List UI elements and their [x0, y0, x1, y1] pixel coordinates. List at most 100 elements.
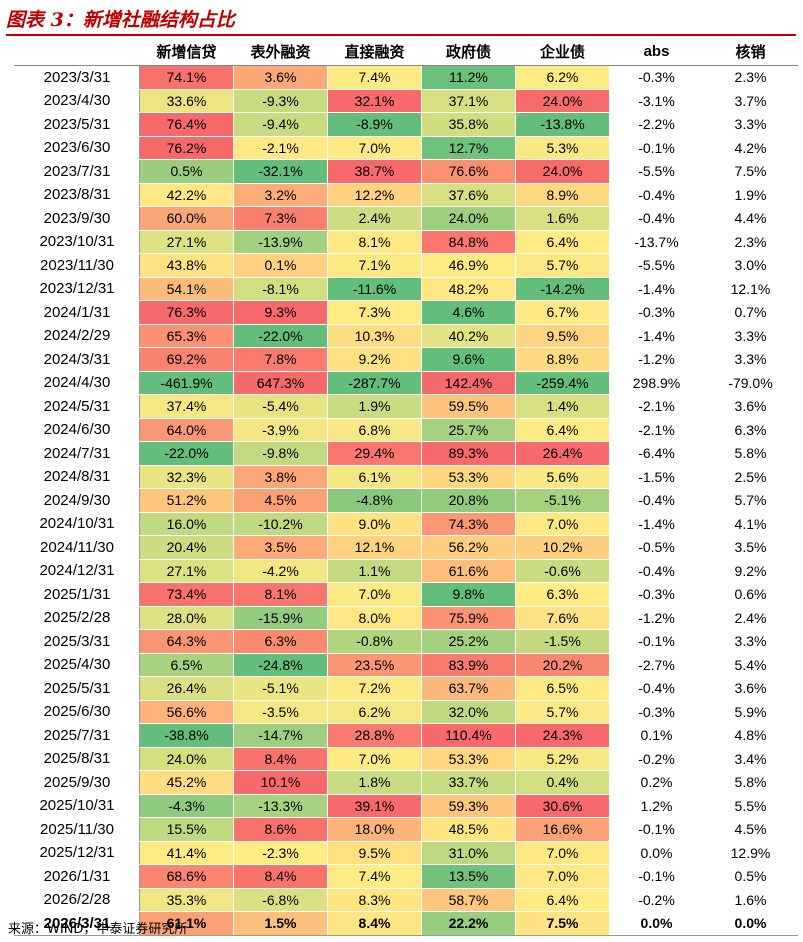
- cell-0: 64.0%: [139, 417, 234, 442]
- cell-0: 35.3%: [139, 887, 234, 912]
- cell-6: 2.3%: [703, 229, 798, 254]
- cell-4: 7.0%: [515, 864, 610, 889]
- cell-5: -2.2%: [609, 112, 704, 137]
- cell-4: 24.3%: [515, 723, 610, 748]
- cell-6: 12.1%: [703, 276, 798, 301]
- row-date: 2023/6/30: [14, 135, 140, 160]
- header-col-3: 政府债: [421, 36, 516, 66]
- table-row: 2023/11/30 43.8% 0.1% 7.1% 46.9% 5.7% -5.5% 3.0…: [14, 253, 798, 278]
- cell-2: 23.5%: [327, 652, 422, 677]
- row-date: 2024/6/30: [14, 417, 140, 442]
- cell-2: 9.2%: [327, 347, 422, 372]
- cell-3: 59.5%: [421, 394, 516, 419]
- cell-6: 2.3%: [703, 65, 798, 90]
- cell-3: 84.8%: [421, 229, 516, 254]
- table-row: 2024/7/31 -22.0% -9.8% 29.4% 89.3% 26.4% -6.4%…: [14, 441, 798, 466]
- table-row: 2024/12/31 27.1% -4.2% 1.1% 61.6% -0.6% -0.4% 9…: [14, 558, 798, 583]
- row-date: 2024/2/29: [14, 323, 140, 348]
- cell-1: 3.5%: [233, 535, 328, 560]
- row-date: 2026/3/31: [14, 911, 140, 936]
- cell-5: -2.7%: [609, 652, 704, 677]
- cell-5: -2.1%: [609, 394, 704, 419]
- cell-0: 27.1%: [139, 558, 234, 583]
- cell-3: 46.9%: [421, 253, 516, 278]
- cell-0: -461.9%: [139, 370, 234, 395]
- data-table: 新增信贷 表外融资 直接融资 政府债 企业债 abs 核销 2023/3/31 74.1% 3.…: [14, 36, 798, 936]
- row-date: 2024/9/30: [14, 488, 140, 513]
- cell-1: 9.3%: [233, 300, 328, 325]
- cell-1: -13.3%: [233, 793, 328, 818]
- cell-0: 16.0%: [139, 511, 234, 536]
- header-col-4: 企业债: [515, 36, 610, 66]
- cell-0: 42.2%: [139, 182, 234, 207]
- cell-1: -10.2%: [233, 511, 328, 536]
- cell-2: 2.4%: [327, 206, 422, 231]
- cell-1: 3.2%: [233, 182, 328, 207]
- cell-5: -1.4%: [609, 276, 704, 301]
- cell-5: 0.0%: [609, 911, 704, 936]
- cell-5: -0.1%: [609, 817, 704, 842]
- row-date: 2025/5/31: [14, 676, 140, 701]
- cell-0: 76.3%: [139, 300, 234, 325]
- cell-5: -1.2%: [609, 605, 704, 630]
- cell-2: 1.9%: [327, 394, 422, 419]
- cell-3: 61.6%: [421, 558, 516, 583]
- cell-3: 83.9%: [421, 652, 516, 677]
- cell-2: 7.3%: [327, 300, 422, 325]
- cell-1: 1.5%: [233, 911, 328, 936]
- cell-5: -1.2%: [609, 347, 704, 372]
- row-date: 2025/8/31: [14, 746, 140, 771]
- row-date: 2025/6/30: [14, 699, 140, 724]
- cell-0: 28.0%: [139, 605, 234, 630]
- cell-1: 647.3%: [233, 370, 328, 395]
- table-row: 2024/5/31 37.4% -5.4% 1.9% 59.5% 1.4% -2.1% 3.6…: [14, 394, 798, 419]
- table-row: 2025/3/31 64.3% 6.3% -0.8% 25.2% -1.5% -0.1% 3.…: [14, 629, 798, 654]
- cell-3: 9.8%: [421, 582, 516, 607]
- cell-1: -3.5%: [233, 699, 328, 724]
- cell-6: 6.3%: [703, 417, 798, 442]
- row-date: 2025/12/31: [14, 840, 140, 865]
- cell-0: -38.8%: [139, 723, 234, 748]
- cell-2: 6.8%: [327, 417, 422, 442]
- cell-5: -5.5%: [609, 159, 704, 184]
- cell-5: 1.2%: [609, 793, 704, 818]
- cell-5: -0.3%: [609, 699, 704, 724]
- cell-3: 9.6%: [421, 347, 516, 372]
- cell-2: 9.0%: [327, 511, 422, 536]
- cell-3: 31.0%: [421, 840, 516, 865]
- cell-4: 6.4%: [515, 887, 610, 912]
- cell-0: 15.5%: [139, 817, 234, 842]
- cell-2: 38.7%: [327, 159, 422, 184]
- table-row: 2024/9/30 51.2% 4.5% -4.8% 20.8% -5.1% -0.4% 5.…: [14, 488, 798, 513]
- cell-1: -24.8%: [233, 652, 328, 677]
- table-row: 2024/3/31 69.2% 7.8% 9.2% 9.6% 8.8% -1.2% 3.3%: [14, 347, 798, 372]
- cell-0: 54.1%: [139, 276, 234, 301]
- cell-5: -0.4%: [609, 488, 704, 513]
- table-row: 2023/10/31 27.1% -13.9% 8.1% 84.8% 6.4% -13.7%…: [14, 229, 798, 254]
- table-row: 2023/4/30 33.6% -9.3% 32.1% 37.1% 24.0% -3.1% 3…: [14, 88, 798, 113]
- table-row: 2023/7/31 0.5% -32.1% 38.7% 76.6% 24.0% -5.5% 7…: [14, 159, 798, 184]
- cell-5: -0.1%: [609, 864, 704, 889]
- cell-1: -14.7%: [233, 723, 328, 748]
- cell-4: 16.6%: [515, 817, 610, 842]
- cell-5: -2.1%: [609, 417, 704, 442]
- cell-0: 45.2%: [139, 770, 234, 795]
- cell-4: -0.6%: [515, 558, 610, 583]
- row-date: 2023/9/30: [14, 206, 140, 231]
- cell-6: 4.1%: [703, 511, 798, 536]
- cell-2: 1.1%: [327, 558, 422, 583]
- table-row: 2025/1/31 73.4% 8.1% 7.0% 9.8% 6.3% -0.3% 0.6%: [14, 582, 798, 607]
- cell-4: 5.6%: [515, 464, 610, 489]
- cell-5: -6.4%: [609, 441, 704, 466]
- cell-0: 74.1%: [139, 65, 234, 90]
- table-row: 2026/1/31 68.6% 8.4% 7.4% 13.5% 7.0% -0.1% 0.5%: [14, 864, 798, 889]
- cell-3: 110.4%: [421, 723, 516, 748]
- cell-0: 43.8%: [139, 253, 234, 278]
- cell-1: -5.1%: [233, 676, 328, 701]
- cell-4: 5.7%: [515, 699, 610, 724]
- cell-6: 3.3%: [703, 347, 798, 372]
- row-date: 2026/2/28: [14, 887, 140, 912]
- cell-0: -22.0%: [139, 441, 234, 466]
- cell-2: 7.1%: [327, 253, 422, 278]
- cell-2: -11.6%: [327, 276, 422, 301]
